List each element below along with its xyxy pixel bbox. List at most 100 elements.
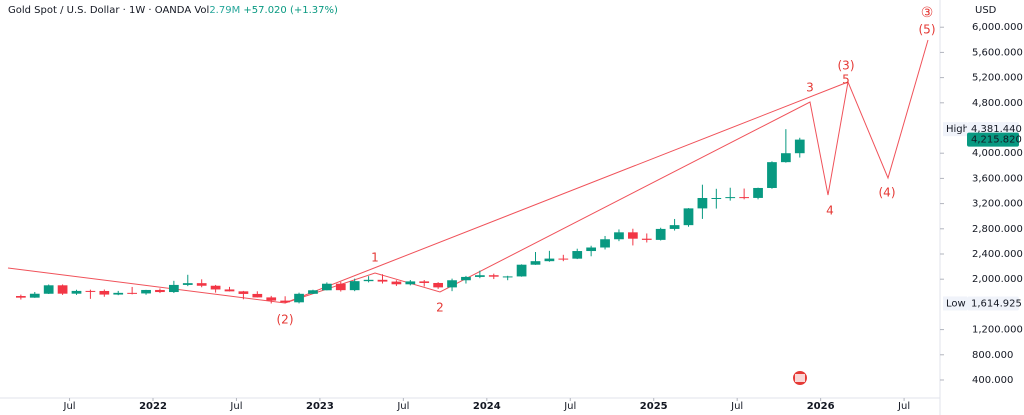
candle-body <box>182 283 193 285</box>
candle-body <box>516 264 527 277</box>
currency: USD <box>975 5 997 16</box>
candle-body <box>377 279 388 282</box>
candle-body <box>461 276 471 281</box>
candle-body <box>697 197 708 209</box>
candle-body <box>572 251 583 259</box>
candle-body <box>127 292 138 294</box>
y-tick-label: 5,600.000 <box>972 47 1023 58</box>
candle-body <box>280 300 291 303</box>
candle-body <box>641 238 652 240</box>
candle-body <box>655 228 666 240</box>
y-tick-label: 1,200.000 <box>972 325 1023 336</box>
wave-label: (3) <box>838 59 855 73</box>
wave-label: 2 <box>436 301 444 315</box>
wave-labels: (2) 1 2 3 4 5 (3) (4) (5) ③ <box>277 5 936 327</box>
change: +57.020 (+1.37%) <box>243 5 338 16</box>
low_marker-name: Low <box>946 298 966 309</box>
candle-body <box>43 285 54 294</box>
event-icon[interactable] <box>793 371 807 385</box>
low_marker-box <box>967 296 1019 311</box>
candle-body <box>433 282 444 288</box>
y-tick-label: 800.000 <box>972 350 1013 361</box>
candle-body <box>321 283 332 291</box>
candle-body <box>210 285 221 290</box>
wave-line <box>7 81 849 304</box>
candle-body <box>780 153 791 163</box>
y-tick-label: 2,000.000 <box>972 274 1023 285</box>
x-tick-label: Jul <box>229 401 242 412</box>
candle-body <box>753 187 763 198</box>
header: Gold Spot / U.S. Dollar · 1W · OANDA Vol… <box>8 5 338 16</box>
symbol: Gold Spot / U.S. Dollar · 1W · OANDA <box>8 5 191 16</box>
candle-body <box>15 296 26 298</box>
event-icon-flag[interactable] <box>795 374 805 382</box>
volume-label: Vol <box>194 5 209 16</box>
candle-body <box>405 281 416 285</box>
wave-label: 1 <box>371 251 379 265</box>
wave-label: 4 <box>826 204 834 218</box>
candle-body <box>99 290 110 295</box>
last_price-label: 4,215.820 <box>971 135 1022 146</box>
candle-body <box>586 247 597 252</box>
candle-body <box>308 290 318 294</box>
x-tick-label: Jul <box>396 401 409 412</box>
y-tick-label: 4,000.000 <box>972 148 1023 159</box>
low_marker-label: 1,614.925 <box>971 298 1022 309</box>
candle-body <box>113 292 124 295</box>
x-tick-label: Jul <box>897 401 910 412</box>
x-tick-label: Jul <box>730 401 743 412</box>
candle-body <box>488 275 499 277</box>
candle-body <box>419 281 430 283</box>
candle-body <box>168 284 179 293</box>
candle-body <box>363 279 374 282</box>
candle-body <box>57 285 68 294</box>
candle-body <box>627 232 638 239</box>
candle-body <box>224 289 235 292</box>
candle-body <box>474 275 485 277</box>
candle-body <box>252 293 263 298</box>
wave-lines <box>7 39 929 304</box>
wave-label: (4) <box>879 186 896 200</box>
y-tick-label: 5,200.000 <box>972 73 1023 84</box>
volume: 2.79M <box>209 5 240 16</box>
x-tick-label: 2026 <box>807 401 835 412</box>
candle-body <box>614 232 624 240</box>
x-tick-label: 2023 <box>306 401 334 412</box>
candle-body <box>29 293 40 298</box>
candle-body <box>349 281 360 291</box>
candle-body <box>767 162 777 188</box>
high_marker-label: 4,381.440 <box>971 124 1022 135</box>
low_marker-name-box <box>943 296 967 311</box>
candle-body <box>294 293 304 303</box>
x-tick-label: 2024 <box>473 401 501 412</box>
last_price-box <box>967 132 1019 147</box>
x-tick-label: 2022 <box>139 401 167 412</box>
candle-body <box>447 280 457 288</box>
candle-body <box>739 197 750 199</box>
y-tick-label: 4,800.000 <box>972 98 1023 109</box>
candle-body <box>558 258 569 260</box>
candle-body <box>196 283 207 286</box>
candle-body <box>85 290 96 292</box>
candle-body <box>71 290 82 294</box>
candle-body <box>725 197 736 199</box>
y-tick-label: 6,000.000 <box>972 22 1023 33</box>
candle-body <box>391 281 402 285</box>
wave-label: (2) <box>277 313 294 327</box>
y-tick-label: 2,400.000 <box>972 249 1023 260</box>
candle-body <box>266 297 277 301</box>
candle-body <box>544 258 555 262</box>
candle-body <box>669 225 680 229</box>
candle-body <box>141 289 151 294</box>
candle-body <box>155 289 165 293</box>
candle-body <box>530 261 541 265</box>
candle-body <box>683 208 694 226</box>
high_marker-name: High <box>946 124 969 135</box>
wave-line <box>284 39 929 304</box>
wave-label: ③ <box>921 5 934 21</box>
y-tick-label: 400.000 <box>972 375 1013 386</box>
candle-body <box>600 239 610 248</box>
y-tick-label: 2,800.000 <box>972 224 1023 235</box>
x-tick-label: Jul <box>563 401 576 412</box>
